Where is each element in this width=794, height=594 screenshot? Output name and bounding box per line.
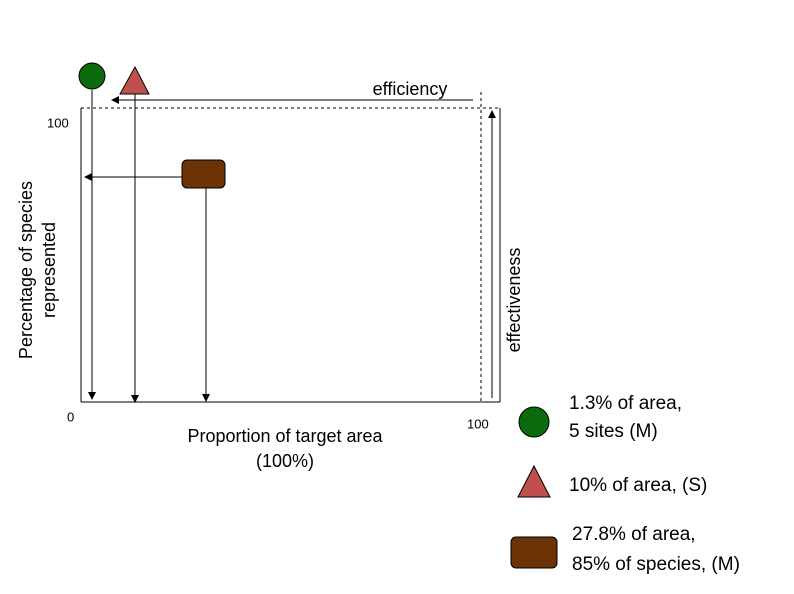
origin-label: 0	[67, 409, 74, 424]
effectiveness-label: effectiveness	[504, 248, 524, 353]
legend-rect	[510, 536, 558, 569]
legend-text: 1.3% of area,	[569, 393, 682, 414]
legend-text: 27.8% of area,	[572, 524, 696, 545]
triangle-marker	[119, 65, 150, 95]
legend-triangle	[517, 464, 551, 498]
frame	[80, 92, 501, 403]
y-max-label: 100	[47, 115, 69, 130]
legend-circle	[518, 406, 550, 438]
efficiency-label: efficiency	[373, 79, 448, 99]
legend-text: 85% of species, (M)	[572, 554, 740, 575]
legend-text: 5 sites (M)	[569, 421, 658, 442]
circle-marker	[78, 62, 106, 90]
x-label: Proportion of target area	[187, 426, 383, 446]
rect-marker	[181, 159, 226, 189]
y-label: Percentage of species	[16, 181, 36, 359]
x-label: (100%)	[256, 451, 314, 471]
y-label: represented	[39, 222, 59, 318]
legend-text: 10% of area, (S)	[569, 475, 707, 496]
x-max-label: 100	[467, 416, 489, 431]
arrows	[84, 90, 496, 403]
